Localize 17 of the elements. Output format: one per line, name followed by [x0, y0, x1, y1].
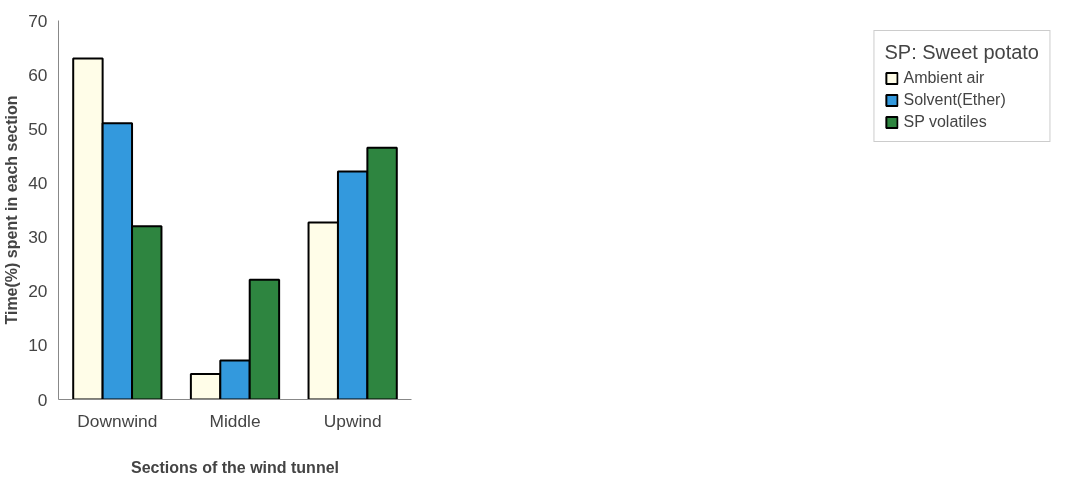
x-tick-label: Downwind	[77, 410, 158, 431]
legend-label: Ambient air	[903, 69, 985, 87]
y-tick-label: 10	[28, 335, 48, 356]
legend-title: SP: Sweet potato	[884, 41, 1039, 64]
y-tick-label: 30	[28, 227, 48, 248]
y-tick-label: 0	[37, 389, 48, 410]
y-tick-label: 20	[28, 281, 48, 302]
y-tick-label: 40	[28, 172, 48, 193]
x-tick-label: Middle	[209, 410, 261, 431]
y-tick-label: 50	[28, 118, 48, 139]
x-tick-label: Upwind	[323, 410, 382, 431]
legend-label: Solvent(Ether)	[903, 91, 1006, 109]
y-tick-label: 60	[28, 64, 48, 85]
y-tick-label: 70	[28, 10, 48, 31]
y-axis-title: Time(%) spent in each section	[3, 95, 21, 325]
x-axis-title: Sections of the wind tunnel	[131, 458, 339, 476]
legend-label: SP volatiles	[903, 113, 987, 131]
